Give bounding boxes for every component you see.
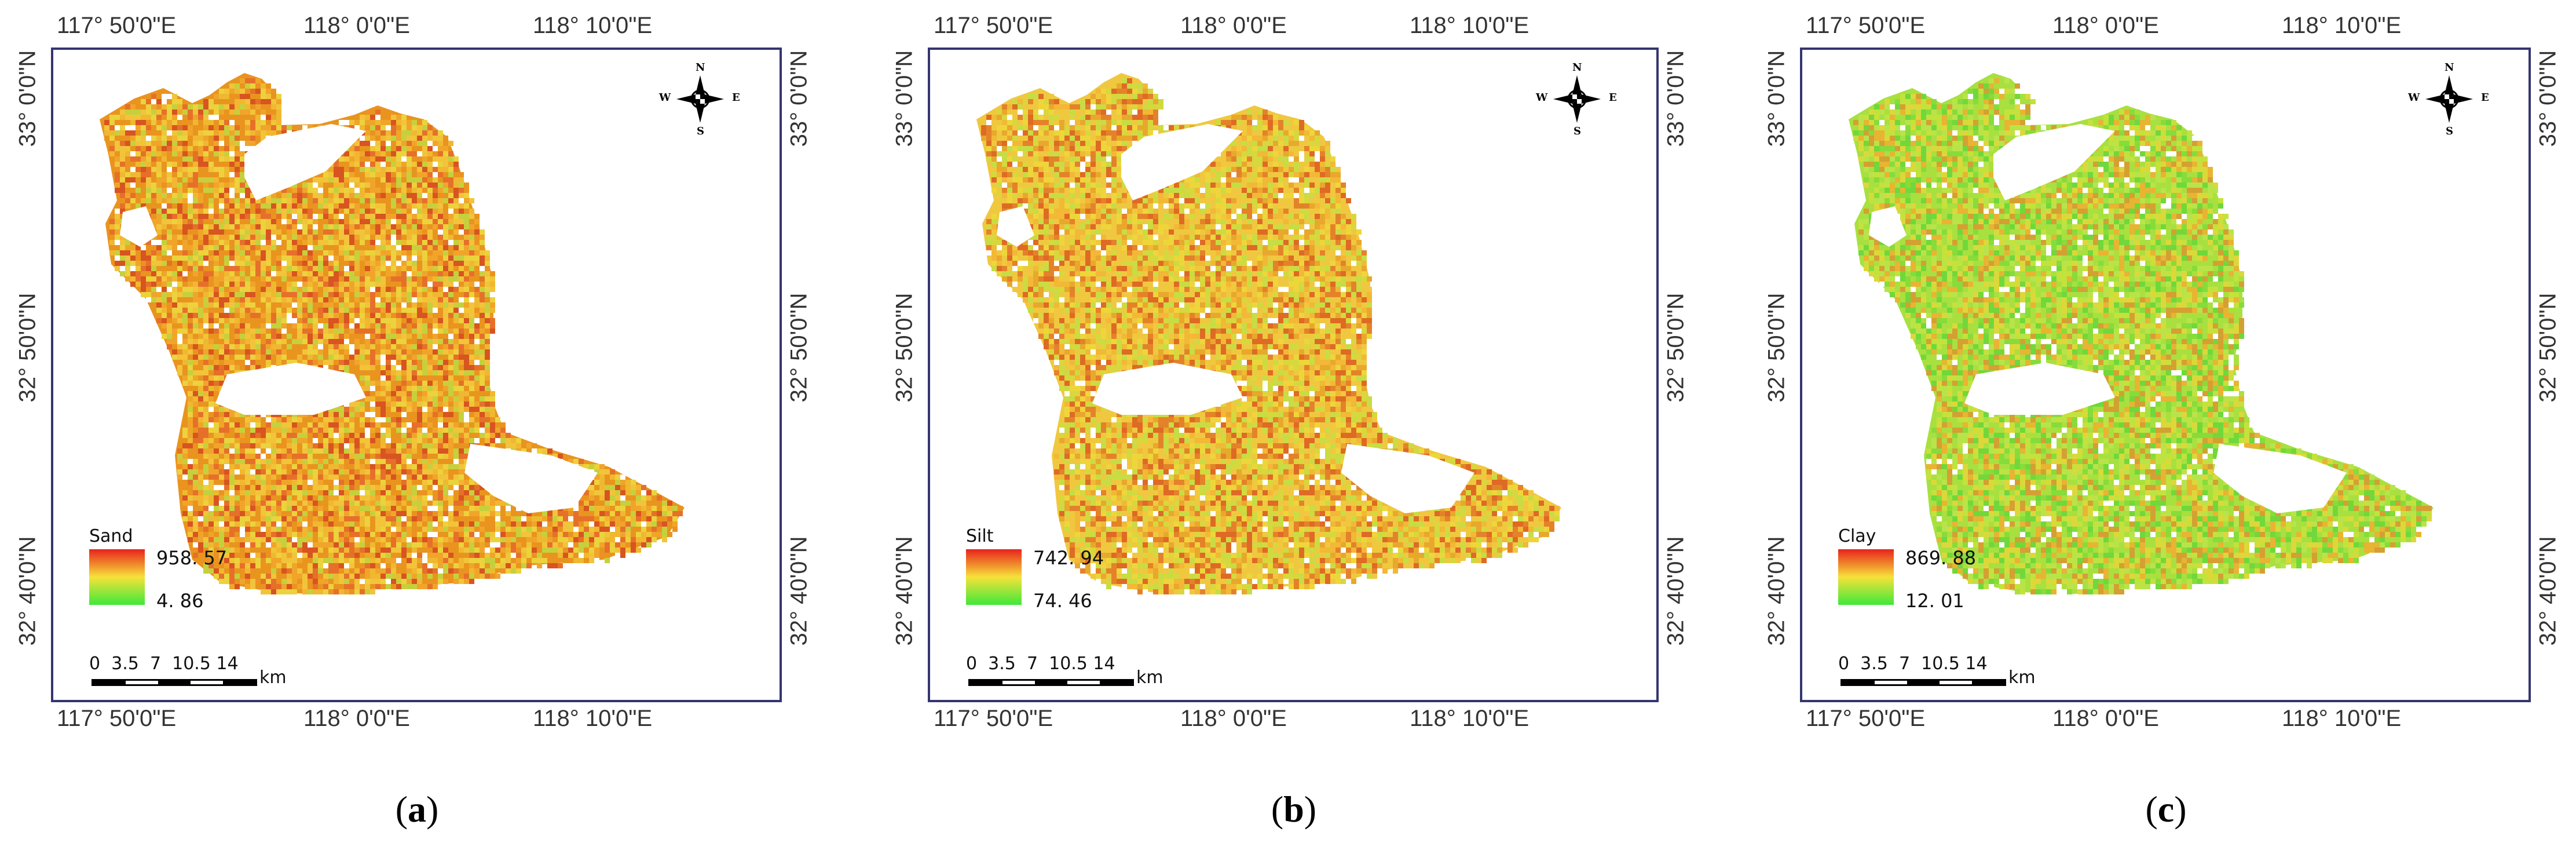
right-lat-label: 32° 50'0"N bbox=[2535, 293, 2561, 403]
map-panel-clay: 117° 50'0"E 118° 0'0"E 118° 10'0"E 117° … bbox=[1749, 12, 2571, 834]
left-lat-label: 32° 50'0"N bbox=[14, 293, 41, 403]
nodata-area bbox=[244, 124, 366, 200]
map-frame: Silt 742. 94 74. 46 0 3.5 7 10.5 14 km N… bbox=[928, 48, 1659, 702]
legend-min-value: 4. 86 bbox=[156, 590, 204, 612]
left-lat-label: 32° 40'0"N bbox=[14, 536, 41, 646]
nodata-area bbox=[215, 363, 366, 415]
top-lon-label: 118° 0'0"E bbox=[1180, 13, 1287, 38]
left-lat-label: 32° 40'0"N bbox=[1763, 536, 1790, 646]
compass-rose-icon bbox=[1553, 75, 1601, 123]
legend-title: Clay bbox=[1838, 526, 1876, 546]
top-lon-label: 117° 50'0"E bbox=[934, 13, 1053, 38]
left-lat-label: 32° 50'0"N bbox=[1763, 293, 1790, 403]
right-lat-label: 33° 0'0"N bbox=[786, 50, 812, 147]
left-lat-label: 33° 0'0"N bbox=[14, 50, 41, 147]
legend-min-value: 12. 01 bbox=[1905, 590, 1964, 612]
legend-max-value: 869. 88 bbox=[1905, 547, 1977, 569]
legend-min-value: 74. 46 bbox=[1033, 590, 1092, 612]
compass-n: N bbox=[2445, 61, 2454, 74]
left-lat-label: 33° 0'0"N bbox=[891, 50, 917, 147]
nodata-area bbox=[1993, 124, 2115, 200]
legend-max-value: 742. 94 bbox=[1033, 547, 1104, 569]
bottom-lon-label: 118° 10'0"E bbox=[1410, 706, 1529, 731]
scale-bar-ticks: 0 3.5 7 10.5 14 bbox=[89, 654, 239, 674]
bottom-lon-label: 117° 50'0"E bbox=[1806, 706, 1926, 731]
bottom-lon-label: 118° 10'0"E bbox=[533, 706, 653, 731]
top-lon-label: 118° 10'0"E bbox=[533, 13, 653, 38]
compass-n: N bbox=[696, 61, 705, 74]
scale-bar-unit: km bbox=[2008, 667, 2036, 688]
north-arrow: N S E W bbox=[659, 61, 740, 137]
legend-title: Silt bbox=[966, 526, 994, 546]
map-frame: Clay 869. 88 12. 01 0 3.5 7 10.5 14 km N… bbox=[1800, 48, 2531, 702]
compass-e: E bbox=[2481, 92, 2489, 104]
scale-bar-unit: km bbox=[1136, 667, 1163, 688]
legend-color-ramp bbox=[1838, 549, 1894, 605]
bottom-lon-label: 118° 0'0"E bbox=[1180, 706, 1287, 731]
raster-map bbox=[976, 73, 1561, 594]
north-arrow: N S E W bbox=[2408, 61, 2489, 137]
north-arrow: N S E W bbox=[1536, 61, 1617, 137]
scale-bar-ticks: 0 3.5 7 10.5 14 bbox=[966, 654, 1115, 674]
top-lon-label: 118° 10'0"E bbox=[2282, 13, 2402, 38]
nodata-area bbox=[2213, 444, 2347, 513]
panel-caption: (a) bbox=[395, 789, 439, 830]
right-lat-label: 32° 50'0"N bbox=[1663, 293, 1689, 403]
map-panel-silt: 117° 50'0"E 118° 0'0"E 118° 10'0"E 117° … bbox=[877, 12, 1699, 834]
legend-color-ramp bbox=[966, 549, 1022, 605]
compass-s: S bbox=[697, 125, 704, 137]
top-lon-label: 118° 0'0"E bbox=[303, 13, 410, 38]
map-frame: Sand 958. 57 4. 86 0 3.5 7 10.5 14 km N … bbox=[51, 48, 782, 702]
right-lat-label: 32° 40'0"N bbox=[1663, 536, 1689, 646]
left-lat-label: 32° 40'0"N bbox=[891, 536, 917, 646]
bottom-lon-label: 118° 0'0"E bbox=[303, 706, 410, 731]
top-lon-label: 117° 50'0"E bbox=[1806, 13, 1926, 38]
raster-map bbox=[100, 73, 685, 594]
bottom-lon-label: 117° 50'0"E bbox=[57, 706, 177, 731]
right-lat-label: 32° 50'0"N bbox=[786, 293, 812, 403]
compass-w: W bbox=[659, 92, 671, 104]
scale-bar-unit: km bbox=[259, 667, 287, 688]
left-lat-label: 33° 0'0"N bbox=[1763, 50, 1790, 147]
right-lat-label: 32° 40'0"N bbox=[2535, 536, 2561, 646]
compass-w: W bbox=[2408, 92, 2420, 104]
compass-rose-icon bbox=[2425, 75, 2473, 123]
compass-n: N bbox=[1572, 61, 1582, 74]
legend-color-ramp bbox=[89, 549, 145, 605]
compass-e: E bbox=[732, 92, 740, 104]
compass-w: W bbox=[1536, 92, 1548, 104]
top-lon-label: 117° 50'0"E bbox=[57, 13, 177, 38]
right-lat-label: 33° 0'0"N bbox=[2535, 50, 2561, 147]
right-lat-label: 33° 0'0"N bbox=[1663, 50, 1689, 147]
compass-s: S bbox=[2446, 125, 2453, 137]
scale-bar-ticks: 0 3.5 7 10.5 14 bbox=[1838, 654, 1988, 674]
scale-bar bbox=[968, 679, 1134, 686]
nodata-area bbox=[1869, 206, 1907, 247]
nodata-area bbox=[120, 206, 158, 247]
panel-caption: (b) bbox=[1271, 789, 1317, 830]
compass-rose-icon bbox=[676, 75, 724, 123]
raster-map bbox=[1849, 73, 2434, 594]
panel-caption: (c) bbox=[2145, 789, 2187, 830]
nodata-area bbox=[1964, 363, 2115, 415]
nodata-area bbox=[1092, 363, 1243, 415]
top-lon-label: 118° 10'0"E bbox=[1410, 13, 1529, 38]
legend-max-value: 958. 57 bbox=[156, 547, 228, 569]
map-panel-sand: 117° 50'0"E 118° 0'0"E 118° 10'0"E 117° … bbox=[0, 12, 822, 834]
nodata-area bbox=[997, 206, 1034, 247]
legend-title: Sand bbox=[89, 526, 133, 546]
compass-s: S bbox=[1574, 125, 1581, 137]
nodata-area bbox=[1341, 444, 1474, 513]
bottom-lon-label: 118° 10'0"E bbox=[2282, 706, 2402, 731]
nodata-area bbox=[464, 444, 598, 513]
compass-e: E bbox=[1609, 92, 1617, 104]
nodata-area bbox=[1121, 124, 1243, 200]
top-lon-label: 118° 0'0"E bbox=[2052, 13, 2159, 38]
left-lat-label: 32° 50'0"N bbox=[891, 293, 917, 403]
bottom-lon-label: 117° 50'0"E bbox=[934, 706, 1053, 731]
scale-bar bbox=[92, 679, 257, 686]
right-lat-label: 32° 40'0"N bbox=[786, 536, 812, 646]
scale-bar bbox=[1840, 679, 2006, 686]
bottom-lon-label: 118° 0'0"E bbox=[2052, 706, 2159, 731]
